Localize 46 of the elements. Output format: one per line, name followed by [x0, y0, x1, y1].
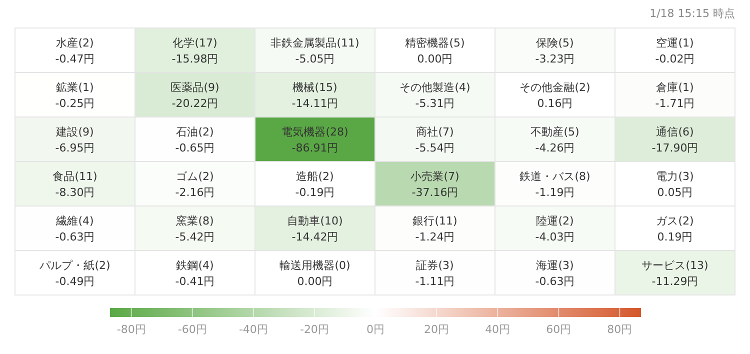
- data-label: その他金融(2) 0.16円: [520, 80, 590, 110]
- data-label: 鉄鋼(4) -0.41円: [175, 258, 215, 288]
- data-label: 電気機器(28) -86.91円: [282, 125, 348, 154]
- data-label: 保険(5) -3.23円: [535, 36, 575, 66]
- data-label: 海運(3) -0.63円: [535, 258, 575, 288]
- data-label: 化学(17) -15.98円: [172, 36, 218, 66]
- data-label: 通信(6) -17.90円: [652, 125, 698, 154]
- data-label: サービス(13) -11.29円: [642, 258, 708, 288]
- data-label: 医薬品(9) -20.22円: [170, 80, 220, 110]
- data-label: 水産(2) -0.47円: [55, 36, 95, 66]
- text: 1/18 15:15 時点: [650, 7, 735, 20]
- data-label: 鉱業(1) -0.25円: [55, 80, 95, 110]
- data-label: 石油(2) -0.65円: [175, 125, 215, 154]
- data-label: 商社(7) -5.54円: [415, 125, 455, 154]
- data-label: 繊維(4) -0.63円: [55, 214, 95, 244]
- data-label: その他製造(4) -5.31円: [400, 80, 470, 110]
- data-label: 食品(11) -8.30円: [52, 170, 98, 199]
- data-label: 輸送用機器(0) 0.00円: [280, 258, 350, 288]
- color-bar-label: -80円: [116, 323, 146, 336]
- data-label: 機械(15) -14.11円: [292, 80, 338, 110]
- data-label: 証券(3) -1.11円: [415, 258, 455, 288]
- color-bar-label: -60円: [178, 323, 207, 336]
- data-label: 空運(1) -0.02円: [655, 36, 695, 66]
- data-label: ガス(2) 0.19円: [656, 214, 694, 244]
- color-bar-label: 80円: [607, 323, 632, 336]
- data-label: 非鉄金属製品(11) -5.05円: [270, 36, 360, 66]
- data-label: 精密機器(5) 0.00円: [405, 36, 465, 66]
- data-label: 電力(3) 0.05円: [656, 170, 694, 199]
- data-label: 小売業(7) -37.16円: [410, 170, 460, 199]
- color-bar-label: -40円: [238, 323, 268, 336]
- data-label: パルプ・紙(2) -0.49円: [38, 258, 110, 288]
- data-label: 窯業(8) -5.42円: [175, 214, 215, 244]
- data-label: ゴム(2) -2.16円: [175, 170, 215, 199]
- data-label: 鉄道・バス(8) -1.19円: [520, 170, 590, 199]
- color-bar-label: -20円: [300, 323, 329, 336]
- color-bar-label: 0円: [366, 323, 384, 336]
- data-label: 自動車(10) -14.42円: [287, 214, 343, 244]
- data-label: 銀行(11) -1.24円: [412, 214, 458, 244]
- data-label: 倉庫(1) -1.71円: [655, 80, 695, 110]
- color-bar-label: 60円: [546, 323, 572, 336]
- color-bar-label: 20円: [424, 323, 450, 336]
- data-label: 陸運(2) -4.03円: [535, 214, 575, 244]
- data-label: 建設(9) -6.95円: [55, 125, 95, 154]
- color-bar-label: 40円: [485, 323, 510, 336]
- data-label: 不動産(5) -4.26円: [530, 125, 580, 154]
- data-label: 造船(2) -0.19円: [295, 170, 335, 199]
